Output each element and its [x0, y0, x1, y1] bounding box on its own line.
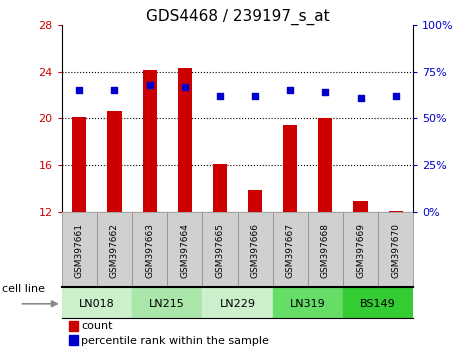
FancyBboxPatch shape	[202, 212, 238, 287]
Text: GSM397666: GSM397666	[251, 223, 259, 278]
Bar	[273, 287, 343, 318]
Text: LN229: LN229	[219, 299, 256, 309]
Point	[146, 82, 153, 87]
Bar	[69, 321, 77, 331]
Bar	[178, 68, 192, 212]
Text: GSM397670: GSM397670	[391, 223, 400, 278]
Text: GSM397661: GSM397661	[75, 223, 84, 278]
Point	[392, 93, 399, 99]
FancyBboxPatch shape	[273, 212, 308, 287]
FancyBboxPatch shape	[97, 212, 132, 287]
FancyBboxPatch shape	[308, 212, 343, 287]
Point	[322, 89, 329, 95]
Text: BS149: BS149	[360, 299, 396, 309]
FancyBboxPatch shape	[238, 212, 273, 287]
Point	[286, 87, 294, 93]
Point	[76, 87, 83, 93]
Bar	[107, 111, 122, 212]
Text: GSM397663: GSM397663	[145, 223, 154, 278]
Point	[357, 95, 364, 101]
Title: GDS4468 / 239197_s_at: GDS4468 / 239197_s_at	[146, 8, 329, 25]
Bar	[69, 335, 77, 346]
Text: GSM397664: GSM397664	[180, 223, 189, 278]
Text: LN215: LN215	[149, 299, 185, 309]
Bar	[72, 117, 86, 212]
Text: LN018: LN018	[79, 299, 115, 309]
Bar	[283, 125, 297, 212]
Bar	[353, 201, 368, 212]
Bar	[202, 287, 273, 318]
Text: LN319: LN319	[290, 299, 326, 309]
Bar	[132, 287, 202, 318]
Text: GSM397662: GSM397662	[110, 223, 119, 278]
Bar	[248, 190, 262, 212]
Bar	[213, 164, 227, 212]
Bar	[343, 287, 413, 318]
Point	[216, 93, 224, 99]
Text: count: count	[81, 321, 113, 331]
Point	[251, 93, 259, 99]
Text: GSM397667: GSM397667	[286, 223, 294, 278]
Bar	[389, 211, 403, 212]
FancyBboxPatch shape	[132, 212, 167, 287]
Point	[181, 84, 189, 89]
FancyBboxPatch shape	[62, 212, 97, 287]
Text: GSM397668: GSM397668	[321, 223, 330, 278]
Text: cell line: cell line	[2, 284, 46, 293]
Text: GSM397665: GSM397665	[216, 223, 224, 278]
FancyBboxPatch shape	[378, 212, 413, 287]
Point	[111, 87, 118, 93]
FancyBboxPatch shape	[167, 212, 202, 287]
Bar	[142, 70, 157, 212]
FancyBboxPatch shape	[343, 212, 378, 287]
Bar	[318, 118, 332, 212]
Text: percentile rank within the sample: percentile rank within the sample	[81, 336, 269, 346]
Bar	[62, 287, 132, 318]
Text: GSM397669: GSM397669	[356, 223, 365, 278]
